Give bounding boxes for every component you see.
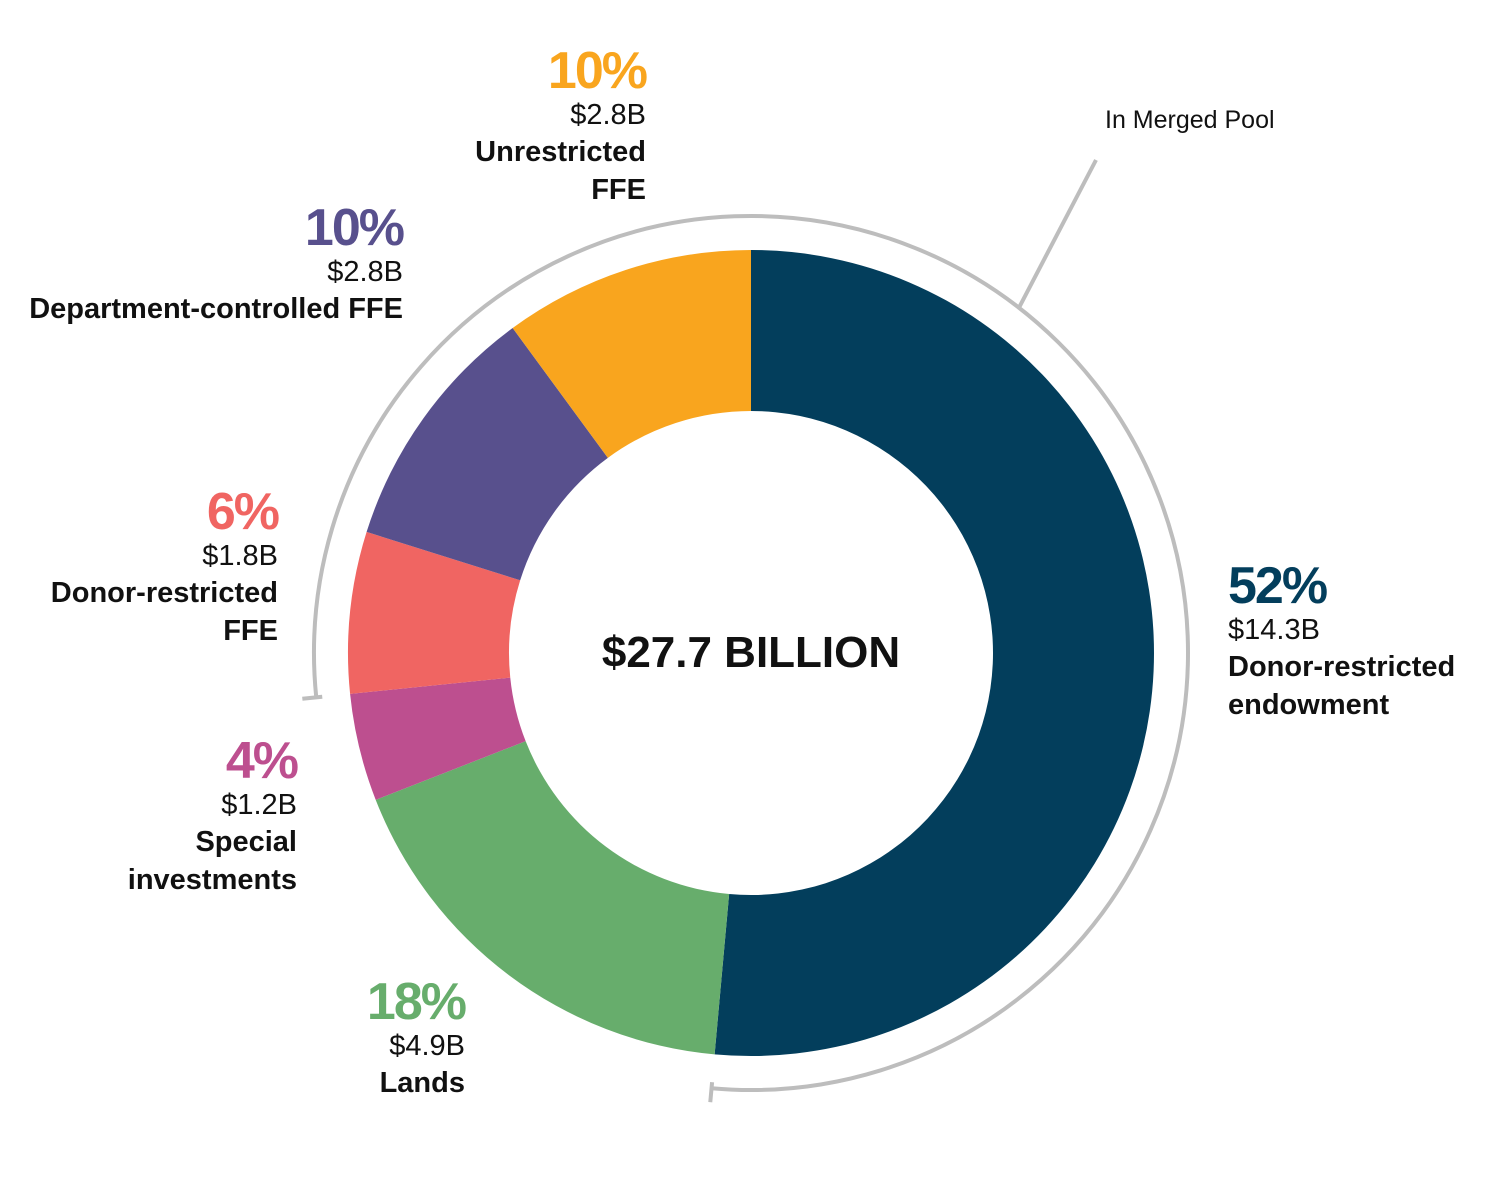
amount-label: $14.3B — [1228, 614, 1320, 646]
bracket-end-tick — [708, 1082, 715, 1103]
category-label: Lands — [379, 1067, 465, 1099]
slice-label-unrestricted-ffe: 10% $2.8B Unrestricted FFE — [426, 42, 648, 209]
slice-department-controlled-ffe — [366, 328, 608, 581]
percent-label: 10% — [547, 42, 648, 100]
category-label: Donor-restricted endowment — [1228, 651, 1456, 721]
slice-donor-restricted-endowment — [714, 250, 1154, 1056]
merged-pool-bracket — [312, 214, 1190, 1092]
amount-label: $4.9B — [389, 1030, 465, 1062]
category-label: Department-controlled FFE — [29, 293, 403, 325]
amount-label: $2.8B — [570, 99, 646, 131]
amount-label: $1.2B — [221, 789, 297, 821]
bracket-leader-line — [1017, 159, 1098, 309]
slice-label-donor-ffe: 6% $1.8B Donor-restricted FFE — [18, 483, 280, 650]
amount-label: $2.8B — [327, 256, 403, 288]
slice-unrestricted-ffe — [512, 250, 751, 458]
slice-lands — [375, 741, 730, 1055]
percent-label: 18% — [366, 973, 467, 1031]
percent-label: 10% — [304, 199, 405, 257]
slice-label-endowment: 52% $14.3B Donor-restricted endowment — [1228, 560, 1488, 724]
percent-label: 6% — [206, 483, 280, 541]
bracket-end-tick — [302, 694, 323, 701]
slice-label-lands: 18% $4.9B Lands — [265, 973, 467, 1102]
category-label: Special investments — [127, 826, 297, 896]
category-label: Unrestricted FFE — [475, 136, 646, 206]
percent-label: 52% — [1228, 557, 1328, 615]
center-total-label: $27.7 BILLION — [601, 628, 901, 677]
amount-label: $1.8B — [202, 540, 278, 572]
percent-label: 4% — [225, 732, 299, 790]
slice-label-department-ffe: 10% $2.8B Department-controlled FFE — [23, 199, 405, 328]
slice-label-special: 4% $1.2B Special investments — [97, 732, 299, 899]
slice-special-investments — [350, 677, 526, 800]
slice-donor-restricted-ffe — [348, 531, 521, 694]
category-label: Donor-restricted FFE — [50, 577, 278, 647]
bracket-label: In Merged Pool — [1105, 106, 1275, 134]
